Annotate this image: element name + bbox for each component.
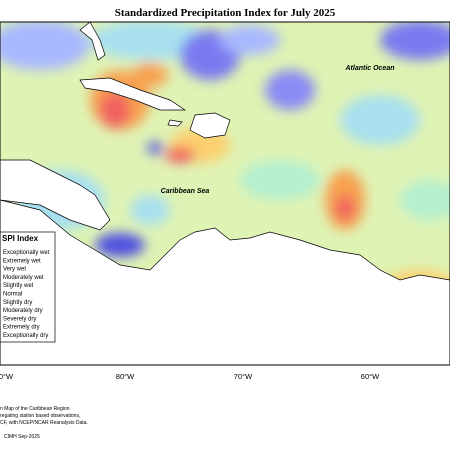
legend-title: SPI Index (2, 234, 39, 243)
map-title: Standardized Precipitation Index for Jul… (115, 7, 336, 19)
legend-entry: Extremely dry (3, 325, 40, 331)
legend-entry: Moderately dry (3, 308, 43, 314)
footnote-line: CF, with NCEP/NCAR Reanalysis Data. (0, 420, 88, 426)
credit: CIMH Sep-2025 (4, 434, 40, 440)
legend-entry: Extremely wet (3, 258, 41, 264)
longitude-label: 80°W (116, 372, 135, 381)
sea-label: Caribbean Sea (161, 188, 210, 195)
longitude-labels: 0°W 80°W 70°W 60°W (0, 372, 380, 381)
land (0, 22, 450, 365)
spi-field (0, 22, 450, 365)
legend-box (0, 231, 56, 343)
footnote-line: regating station based observations, (0, 413, 80, 419)
legend-entry: Severely dry (3, 316, 36, 322)
legend-entry: Slightly dry (3, 300, 32, 306)
footnote-line: n Map of the Caribbean Region (0, 406, 70, 412)
longitude-label: 70°W (234, 372, 253, 381)
legend-entry: Normal (3, 292, 22, 298)
legend: Exceptionally wet Extremely wet Very wet Mo… (3, 250, 50, 339)
legend-entry: Exceptionally wet (3, 250, 50, 256)
legend-entry: Exceptionally dry (3, 333, 48, 339)
longitude-label: 0°W (0, 372, 14, 381)
legend-entry: Moderately wet (3, 275, 44, 281)
legend-entry: Slightly wet (3, 283, 34, 289)
ocean-label: Atlantic Ocean (344, 65, 394, 72)
map-frame (0, 21, 450, 366)
legend-entry: Very wet (3, 267, 26, 273)
longitude-label: 60°W (361, 372, 380, 381)
